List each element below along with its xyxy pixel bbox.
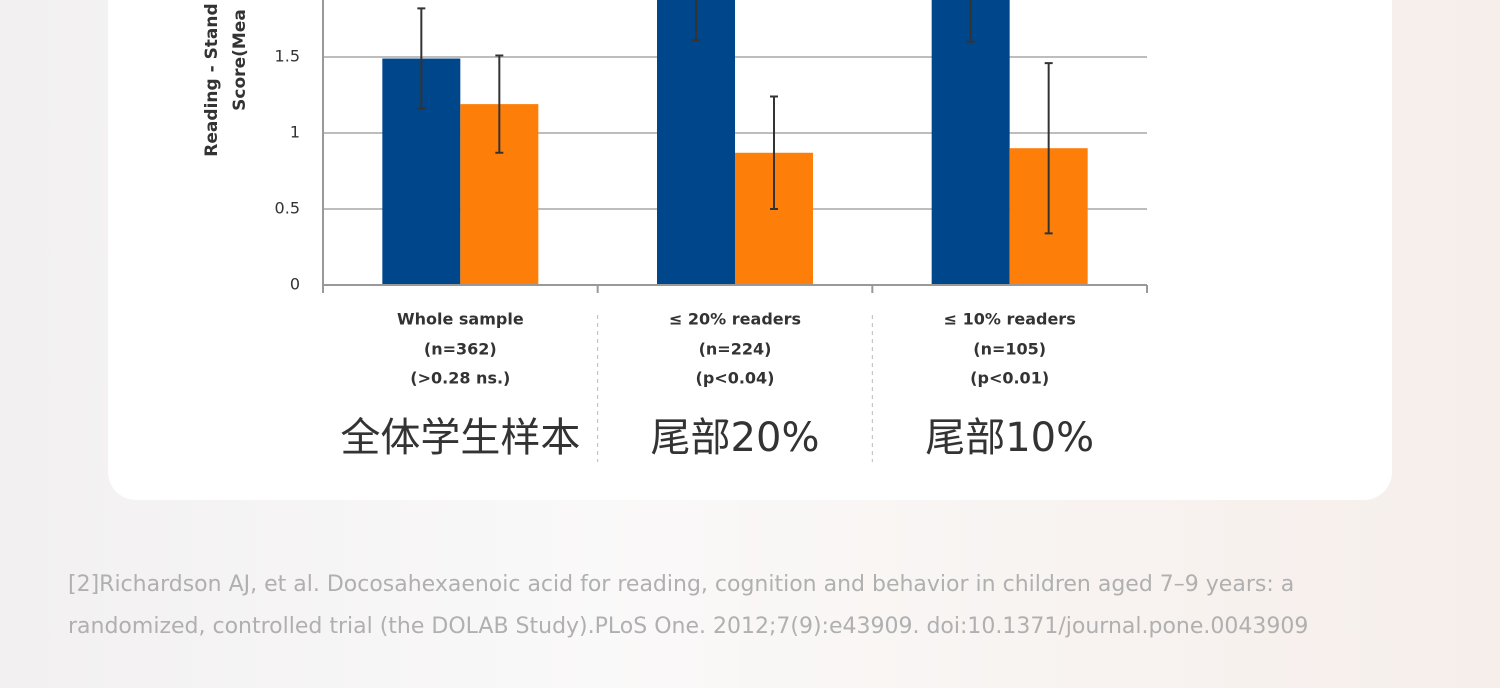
x-tick-sub: (n=362) <box>424 340 497 359</box>
y-axis-label: Score(Mea <box>230 9 250 111</box>
error-bar <box>1044 62 1053 235</box>
error-bar <box>966 0 975 43</box>
error-bar <box>417 7 426 110</box>
x-tick-sub: (n=105) <box>973 340 1046 359</box>
y-tick-label: 1 <box>290 123 300 142</box>
error-bar <box>770 95 778 210</box>
x-tick-sub: (n=224) <box>699 340 772 359</box>
x-tick-sub: (p<0.04) <box>696 369 775 388</box>
category-cn: 全体学生样本 <box>340 415 580 461</box>
x-tick-sub: (p<0.01) <box>970 369 1049 388</box>
error-bar <box>692 0 700 42</box>
x-tick-label: ≤ 20% readers <box>669 310 801 329</box>
bar <box>931 0 1010 286</box>
y-axis-label: Reading - Stand <box>202 3 222 156</box>
x-tick-label: ≤ 10% readers <box>944 310 1076 329</box>
error-bar <box>495 54 504 154</box>
citation: [2]Richardson AJ, et al. Docosahexaenoic… <box>68 572 1294 597</box>
citation: randomized, controlled trial (the DOLAB … <box>68 614 1308 639</box>
y-tick-label: 0 <box>290 275 300 294</box>
x-tick-sub: (>0.28 ns.) <box>410 369 510 388</box>
x-tick-label: Whole sample <box>397 310 524 329</box>
y-tick-label: 0.5 <box>275 199 300 218</box>
bar <box>657 0 735 285</box>
category-cn: 尾部20% <box>651 415 820 461</box>
category-cn: 尾部10% <box>925 415 1094 461</box>
y-tick-label: 1.5 <box>275 47 300 66</box>
